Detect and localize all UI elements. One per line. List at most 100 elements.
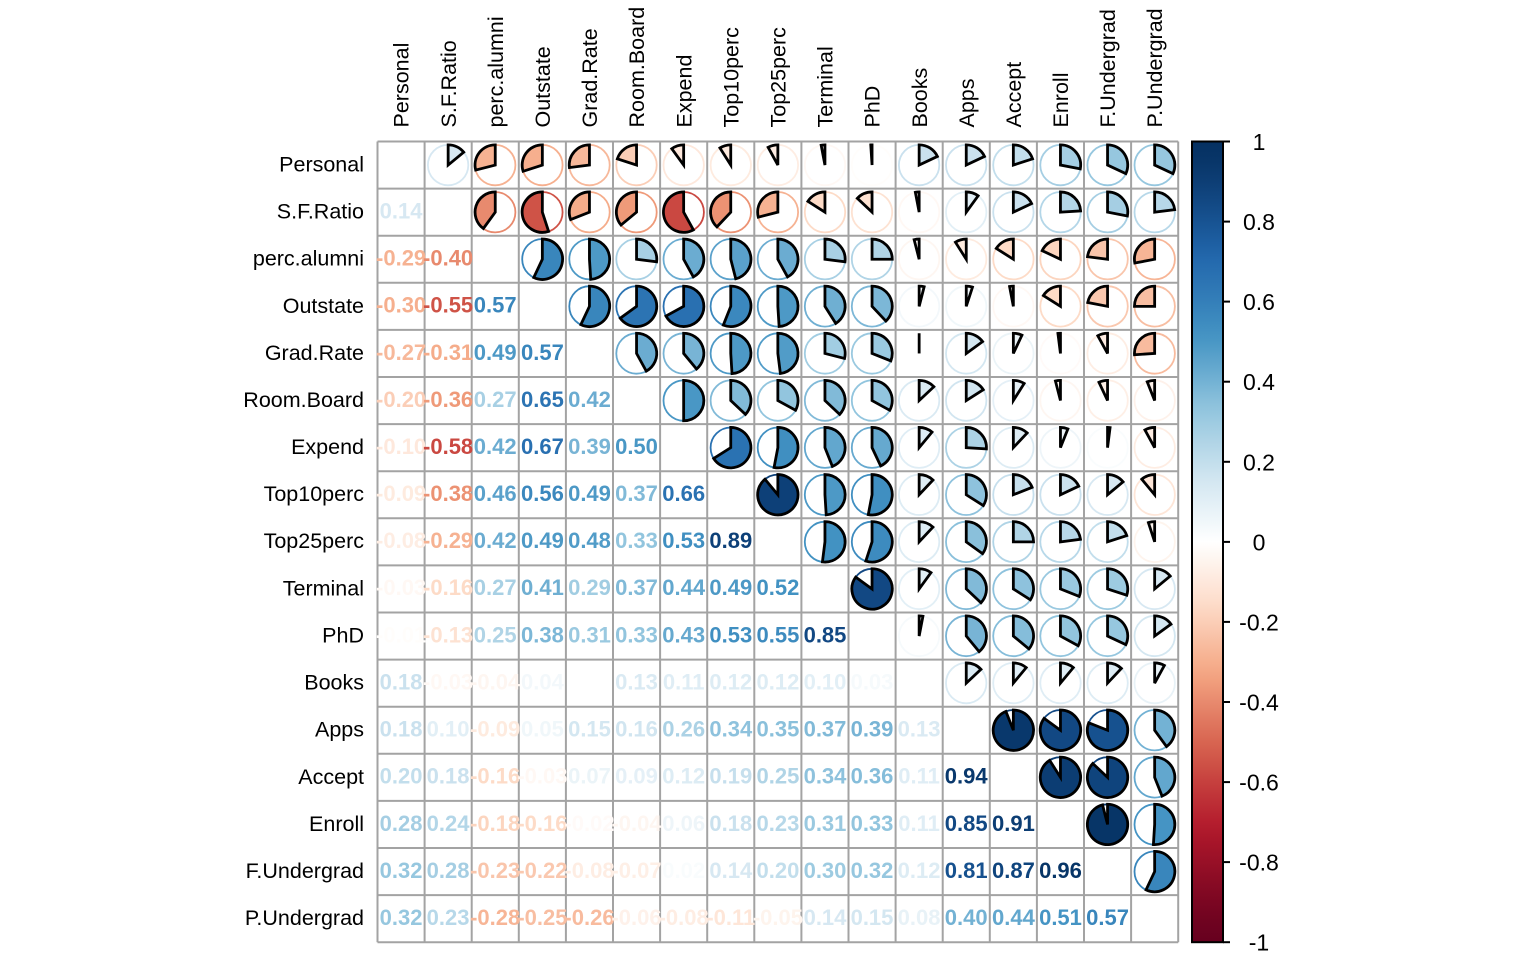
svg-text:Outstate: Outstate [283, 294, 364, 318]
svg-text:0.03: 0.03 [851, 669, 894, 694]
svg-text:0.27: 0.27 [474, 575, 517, 600]
svg-text:0.14: 0.14 [709, 858, 753, 883]
svg-text:0.11: 0.11 [898, 811, 940, 836]
svg-text:0.26: 0.26 [662, 717, 705, 742]
svg-text:0.20: 0.20 [756, 858, 799, 883]
svg-text:Enroll: Enroll [1049, 73, 1073, 128]
svg-text:0.89: 0.89 [709, 528, 752, 553]
svg-text:-0.22: -0.22 [517, 858, 567, 883]
svg-text:0.52: 0.52 [756, 575, 799, 600]
svg-text:0.42: 0.42 [568, 387, 611, 412]
svg-text:0.48: 0.48 [568, 528, 611, 553]
svg-text:-0.18: -0.18 [470, 811, 520, 836]
svg-text:0.37: 0.37 [615, 575, 658, 600]
svg-text:0.55: 0.55 [756, 622, 799, 647]
svg-text:0.56: 0.56 [521, 481, 564, 506]
svg-text:-0.27: -0.27 [376, 340, 426, 365]
svg-text:0.34: 0.34 [709, 717, 753, 742]
svg-text:0.85: 0.85 [945, 811, 988, 836]
svg-text:0.06: 0.06 [662, 811, 705, 836]
svg-text:0.28: 0.28 [380, 811, 423, 836]
svg-text:Apps: Apps [955, 78, 979, 127]
svg-text:PhD: PhD [861, 86, 885, 128]
svg-text:-0.26: -0.26 [564, 905, 614, 930]
svg-text:-0.2: -0.2 [1239, 609, 1279, 635]
svg-text:-0.58: -0.58 [423, 434, 473, 459]
svg-text:0.49: 0.49 [568, 481, 611, 506]
svg-text:0.13: 0.13 [615, 669, 658, 694]
svg-text:0.49: 0.49 [521, 528, 564, 553]
svg-text:-0.08: -0.08 [376, 528, 426, 553]
svg-text:perc.alumni: perc.alumni [484, 16, 508, 127]
svg-text:0.33: 0.33 [851, 811, 894, 836]
svg-text:0.40: 0.40 [945, 905, 988, 930]
svg-text:0.39: 0.39 [851, 717, 894, 742]
svg-text:0.44: 0.44 [662, 575, 706, 600]
svg-text:0.53: 0.53 [709, 622, 752, 647]
svg-text:-0.38: -0.38 [423, 481, 473, 506]
svg-text:1: 1 [1253, 129, 1266, 155]
svg-text:-0.04: -0.04 [611, 811, 662, 836]
svg-text:-0.20: -0.20 [376, 387, 426, 412]
svg-text:0.81: 0.81 [945, 858, 988, 883]
svg-text:0.19: 0.19 [709, 764, 752, 789]
svg-text:0.18: 0.18 [427, 764, 470, 789]
svg-text:F.Undergrad: F.Undergrad [1096, 9, 1120, 127]
svg-text:0.28: 0.28 [427, 858, 470, 883]
svg-text:-0.02: -0.02 [564, 811, 614, 836]
svg-text:-0.40: -0.40 [423, 246, 473, 271]
svg-text:-0.8: -0.8 [1239, 850, 1279, 876]
svg-text:0.49: 0.49 [474, 340, 517, 365]
svg-text:0.96: 0.96 [1039, 858, 1082, 883]
svg-text:-0.30: -0.30 [376, 293, 426, 318]
svg-text:-0.10: -0.10 [376, 434, 426, 459]
svg-text:Terminal: Terminal [814, 46, 838, 127]
svg-text:0.33: 0.33 [615, 622, 658, 647]
svg-text:-0.28: -0.28 [470, 905, 520, 930]
svg-text:0.20: 0.20 [380, 764, 423, 789]
svg-text:-0.05: -0.05 [753, 905, 803, 930]
svg-text:-0.03: -0.03 [376, 575, 426, 600]
svg-text:-0.29: -0.29 [423, 528, 473, 553]
svg-text:Top25perc: Top25perc [767, 27, 791, 128]
svg-text:-0.08: -0.08 [564, 858, 614, 883]
svg-text:Accept: Accept [298, 765, 364, 789]
svg-text:Personal: Personal [279, 153, 364, 177]
svg-text:0.44: 0.44 [992, 905, 1036, 930]
svg-text:0.91: 0.91 [992, 811, 1035, 836]
svg-text:0.29: 0.29 [568, 575, 611, 600]
svg-text:0.14: 0.14 [804, 905, 848, 930]
svg-text:-0.16: -0.16 [470, 764, 520, 789]
svg-text:P.Undergrad: P.Undergrad [1143, 8, 1167, 127]
svg-text:0.07: 0.07 [568, 764, 611, 789]
svg-text:0.31: 0.31 [568, 622, 611, 647]
svg-text:0.57: 0.57 [474, 293, 517, 318]
svg-text:0.39: 0.39 [568, 434, 611, 459]
svg-text:0.32: 0.32 [380, 858, 423, 883]
svg-text:-0.6: -0.6 [1239, 770, 1279, 796]
svg-text:0.12: 0.12 [756, 669, 799, 694]
svg-text:0.42: 0.42 [474, 434, 517, 459]
svg-text:0.37: 0.37 [804, 717, 847, 742]
svg-text:Top25perc: Top25perc [264, 529, 365, 553]
svg-text:-0.36: -0.36 [423, 387, 473, 412]
svg-text:-0.55: -0.55 [423, 293, 473, 318]
svg-text:-0.13: -0.13 [423, 622, 473, 647]
svg-text:0.25: 0.25 [756, 764, 799, 789]
svg-text:Enroll: Enroll [309, 812, 364, 836]
svg-text:0.18: 0.18 [380, 717, 423, 742]
svg-text:perc.alumni: perc.alumni [253, 247, 364, 271]
svg-text:0.33: 0.33 [615, 528, 658, 553]
svg-text:PhD: PhD [322, 623, 364, 647]
svg-text:0.85: 0.85 [804, 622, 847, 647]
svg-text:Outstate: Outstate [531, 46, 555, 127]
svg-text:0.10: 0.10 [427, 717, 470, 742]
svg-text:0.02: 0.02 [662, 858, 705, 883]
svg-text:0.31: 0.31 [804, 811, 847, 836]
svg-text:Top10perc: Top10perc [719, 27, 743, 128]
svg-text:0.43: 0.43 [662, 622, 705, 647]
svg-text:0.37: 0.37 [615, 481, 658, 506]
svg-text:0.35: 0.35 [756, 717, 799, 742]
svg-text:0.15: 0.15 [568, 717, 611, 742]
svg-text:0.23: 0.23 [427, 905, 470, 930]
